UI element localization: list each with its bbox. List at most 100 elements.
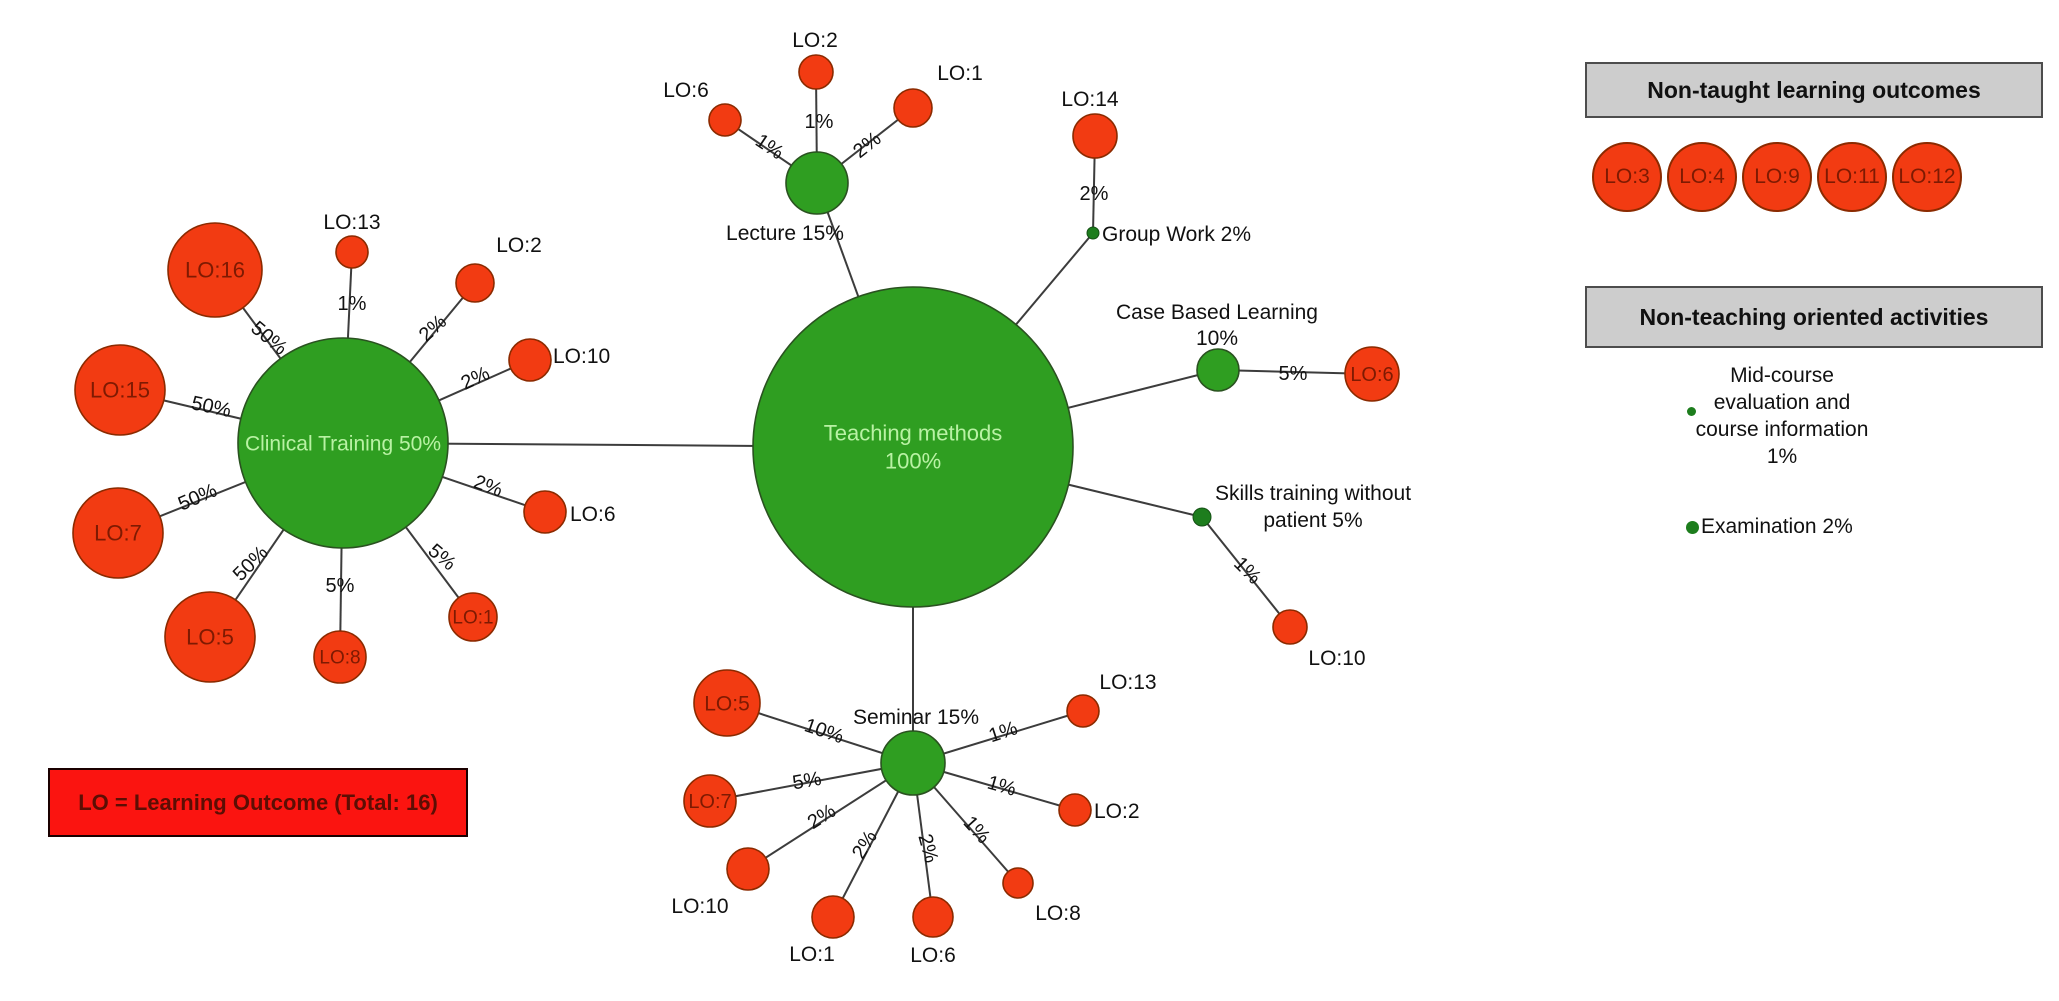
node-cl_lo1-label: LO:1 [452, 608, 493, 629]
node-se_lo1-circle [811, 895, 855, 939]
midcourse-item: Mid-course evaluation and course informa… [1632, 362, 1932, 470]
link-label-lecture-l_lo2: 1% [805, 111, 834, 133]
node-l_lo2-circle [798, 54, 834, 90]
link-label-seminar-se_lo5: 10% [801, 714, 846, 748]
node-l_lo6-label: LO:6 [663, 79, 709, 102]
node-groupwork-circle [1086, 226, 1100, 240]
node-l_lo2-label: LO:2 [792, 29, 838, 52]
non-taught-lo-circle: LO:11 [1817, 142, 1887, 212]
node-lecture-label: Lecture 15% [726, 222, 844, 245]
non-taught-header: Non-taught learning outcomes [1585, 62, 2043, 118]
node-se_lo2-circle [1058, 793, 1092, 827]
node-cl_lo15-label: LO:15 [90, 378, 150, 403]
link-label-clinical-cl_lo8: 5% [326, 575, 355, 597]
node-c_lo6-circle [1344, 346, 1400, 402]
node-cl_lo2-circle [455, 263, 495, 303]
legend-label: LO = Learning Outcome (Total: 16) [78, 789, 438, 815]
node-se_lo8-label: LO:8 [1035, 902, 1081, 925]
link-label-clinical-cl_lo15: 50% [189, 392, 233, 422]
node-cl_lo8-circle [313, 630, 367, 684]
node-c_lo6-label: LO:6 [1350, 364, 1393, 386]
node-cl_lo15-circle [74, 344, 166, 436]
node-lecture-circle [785, 151, 849, 215]
node-cl_lo13-circle [335, 235, 369, 269]
non-taught-lo-circle: LO:3 [1592, 142, 1662, 212]
node-seminar-circle [880, 730, 946, 796]
node-teaching-label: 100% [885, 449, 941, 474]
node-se_lo5-circle [693, 669, 761, 737]
node-g_lo14-label: LO:14 [1061, 88, 1119, 111]
node-cl_lo16-circle [167, 222, 263, 318]
link-label-groupwork-g_lo14: 2% [1080, 183, 1109, 205]
node-se_lo10-label: LO:10 [671, 895, 728, 918]
node-clinical-circle [237, 337, 449, 549]
node-se_lo6-circle [912, 896, 954, 938]
node-groupwork-label: Group Work 2% [1102, 223, 1251, 246]
node-case-label: 10% [1196, 327, 1238, 350]
node-cl_lo6-label: LO:6 [570, 503, 616, 526]
node-teaching-circle [752, 286, 1074, 608]
node-skills-label: Skills training without [1215, 482, 1411, 505]
node-cl_lo6-circle [523, 490, 567, 534]
link-seminar-se_lo7 [709, 762, 914, 802]
link-label-seminar-se_lo2: 1% [985, 772, 1019, 801]
node-cl_lo10-label: LO:10 [553, 345, 610, 368]
midcourse-line: 1% [1766, 445, 1798, 468]
midcourse-line: course information [1695, 418, 1869, 441]
node-se_lo10-circle [726, 847, 770, 891]
node-cl_lo13-label: LO:13 [323, 211, 380, 234]
link-label-case-c_lo6: 5% [1279, 363, 1308, 385]
non-teaching-header: Non-teaching oriented activities [1585, 286, 2043, 348]
node-cl_lo8-label: LO:8 [319, 648, 360, 669]
node-se_lo8-circle [1002, 867, 1034, 899]
node-case-circle [1196, 348, 1240, 392]
link-label-seminar-se_lo8: 1% [959, 812, 995, 848]
node-l_lo6-circle [708, 103, 742, 137]
examination-label: Examination 2% [1701, 515, 1853, 538]
node-cl_lo7-circle [72, 487, 164, 579]
node-se_lo5-label: LO:5 [704, 692, 750, 715]
node-seminar-label: Seminar 15% [853, 706, 979, 729]
node-se_lo1-label: LO:1 [789, 943, 835, 966]
node-se_lo7-circle [683, 774, 737, 828]
node-skills-circle [1192, 507, 1212, 527]
node-se_lo6-label: LO:6 [910, 944, 956, 967]
midcourse-line: Mid-course [1730, 364, 1834, 387]
link-label-clinical-cl_lo16: 50% [246, 317, 291, 360]
node-cl_lo1-circle [448, 592, 498, 642]
link-skills-s_lo10 [1201, 516, 1291, 628]
midcourse-dot-icon [1687, 407, 1696, 416]
node-se_lo2-label: LO:2 [1094, 800, 1140, 823]
node-s_lo10-circle [1272, 609, 1308, 645]
link-label-seminar-se_lo6: 2% [913, 832, 942, 866]
node-g_lo14-circle [1072, 113, 1118, 159]
node-cl_lo16-label: LO:16 [185, 258, 245, 283]
node-cl_lo5-label: LO:5 [186, 625, 234, 650]
link-label-seminar-se_lo7: 5% [791, 768, 824, 795]
non-taught-lo-circle: LO:4 [1667, 142, 1737, 212]
examination-dot-icon [1686, 520, 1699, 534]
non-taught-lo-circle: LO:12 [1892, 142, 1962, 212]
node-l_lo1-label: LO:1 [937, 62, 983, 85]
node-cl_lo5-circle [164, 591, 256, 683]
link-label-clinical-cl_lo7: 50% [175, 479, 221, 515]
non-taught-lo-row: LO:3 LO:4 LO:9 LO:11 LO:12 [1592, 142, 1962, 212]
node-se_lo13-label: LO:13 [1099, 671, 1156, 694]
link-label-clinical-cl_lo5: 50% [229, 542, 273, 586]
non-taught-lo-circle: LO:9 [1742, 142, 1812, 212]
link-label-clinical-cl_lo2: 2% [415, 311, 451, 347]
node-cl_lo2-label: LO:2 [496, 234, 542, 257]
node-cl_lo10-circle [508, 338, 552, 382]
link-label-clinical-cl_lo1: 5% [424, 540, 460, 576]
non-taught-header-label: Non-taught learning outcomes [1647, 76, 1981, 103]
node-se_lo7-label: LO:7 [688, 791, 731, 813]
non-teaching-header-label: Non-teaching oriented activities [1639, 303, 1989, 330]
node-s_lo10-label: LO:10 [1308, 647, 1365, 670]
link-label-seminar-se_lo13: 1% [986, 717, 1020, 747]
node-teaching-label: Teaching methods [824, 421, 1003, 446]
node-case-label: Case Based Learning [1116, 301, 1318, 324]
link-label-clinical-cl_lo13: 1% [338, 293, 367, 315]
node-l_lo1-circle [893, 88, 933, 128]
